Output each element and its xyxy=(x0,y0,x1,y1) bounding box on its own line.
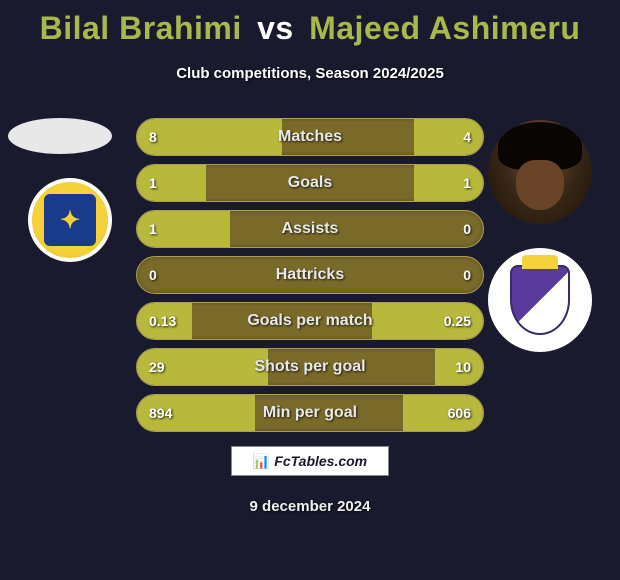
stat-label: Min per goal xyxy=(137,395,483,431)
stat-value-right: 0.25 xyxy=(432,303,483,339)
crest-eagle-icon: ✦ xyxy=(60,206,80,235)
player2-avatar xyxy=(488,120,592,224)
comparison-title: Bilal Brahimi vs Majeed Ashimeru xyxy=(0,0,620,47)
stat-row: 29 10Shots per goal xyxy=(136,348,484,386)
stat-row: 1 0Assists xyxy=(136,210,484,248)
player2-club-crest xyxy=(488,248,592,352)
player1-avatar xyxy=(8,118,112,154)
stat-value-left: 1 xyxy=(137,165,169,201)
site-name: FcTables.com xyxy=(274,453,367,469)
stat-row: 1 1Goals xyxy=(136,164,484,202)
stat-row: 894 606Min per goal xyxy=(136,394,484,432)
stat-label: Assists xyxy=(137,211,483,247)
stat-value-left: 894 xyxy=(137,395,184,431)
stats-bars: 84Matches11Goals10Assists00Hattricks0.13… xyxy=(136,118,484,440)
stat-value-right: 0 xyxy=(451,211,483,247)
chart-icon: 📊 xyxy=(253,453,270,470)
stat-row: 0 0Hattricks xyxy=(136,256,484,294)
stat-value-left: 1 xyxy=(137,211,169,247)
stat-value-right: 1 xyxy=(451,165,483,201)
player2-name: Majeed Ashimeru xyxy=(309,10,580,46)
stat-value-left: 29 xyxy=(137,349,177,385)
stat-value-left: 0 xyxy=(137,257,169,293)
footer-date: 9 december 2024 xyxy=(0,498,620,515)
player1-club-crest: ✦ xyxy=(28,178,112,262)
stat-value-left: 0.13 xyxy=(137,303,188,339)
vs-separator: vs xyxy=(257,10,294,46)
stat-value-right: 606 xyxy=(436,395,483,431)
player1-name: Bilal Brahimi xyxy=(40,10,242,46)
stat-value-right: 0 xyxy=(451,257,483,293)
stat-value-right: 10 xyxy=(443,349,483,385)
stat-row: 0.130.25Goals per match xyxy=(136,302,484,340)
site-logo: 📊 FcTables.com xyxy=(231,446,389,476)
subtitle: Club competitions, Season 2024/2025 xyxy=(0,65,620,82)
stat-label: Hattricks xyxy=(137,257,483,293)
stat-label: Shots per goal xyxy=(137,349,483,385)
stat-row: 8 4Matches xyxy=(136,118,484,156)
stat-label: Matches xyxy=(137,119,483,155)
stat-label: Goals xyxy=(137,165,483,201)
stat-value-right: 4 xyxy=(451,119,483,155)
stat-value-left: 8 xyxy=(137,119,169,155)
